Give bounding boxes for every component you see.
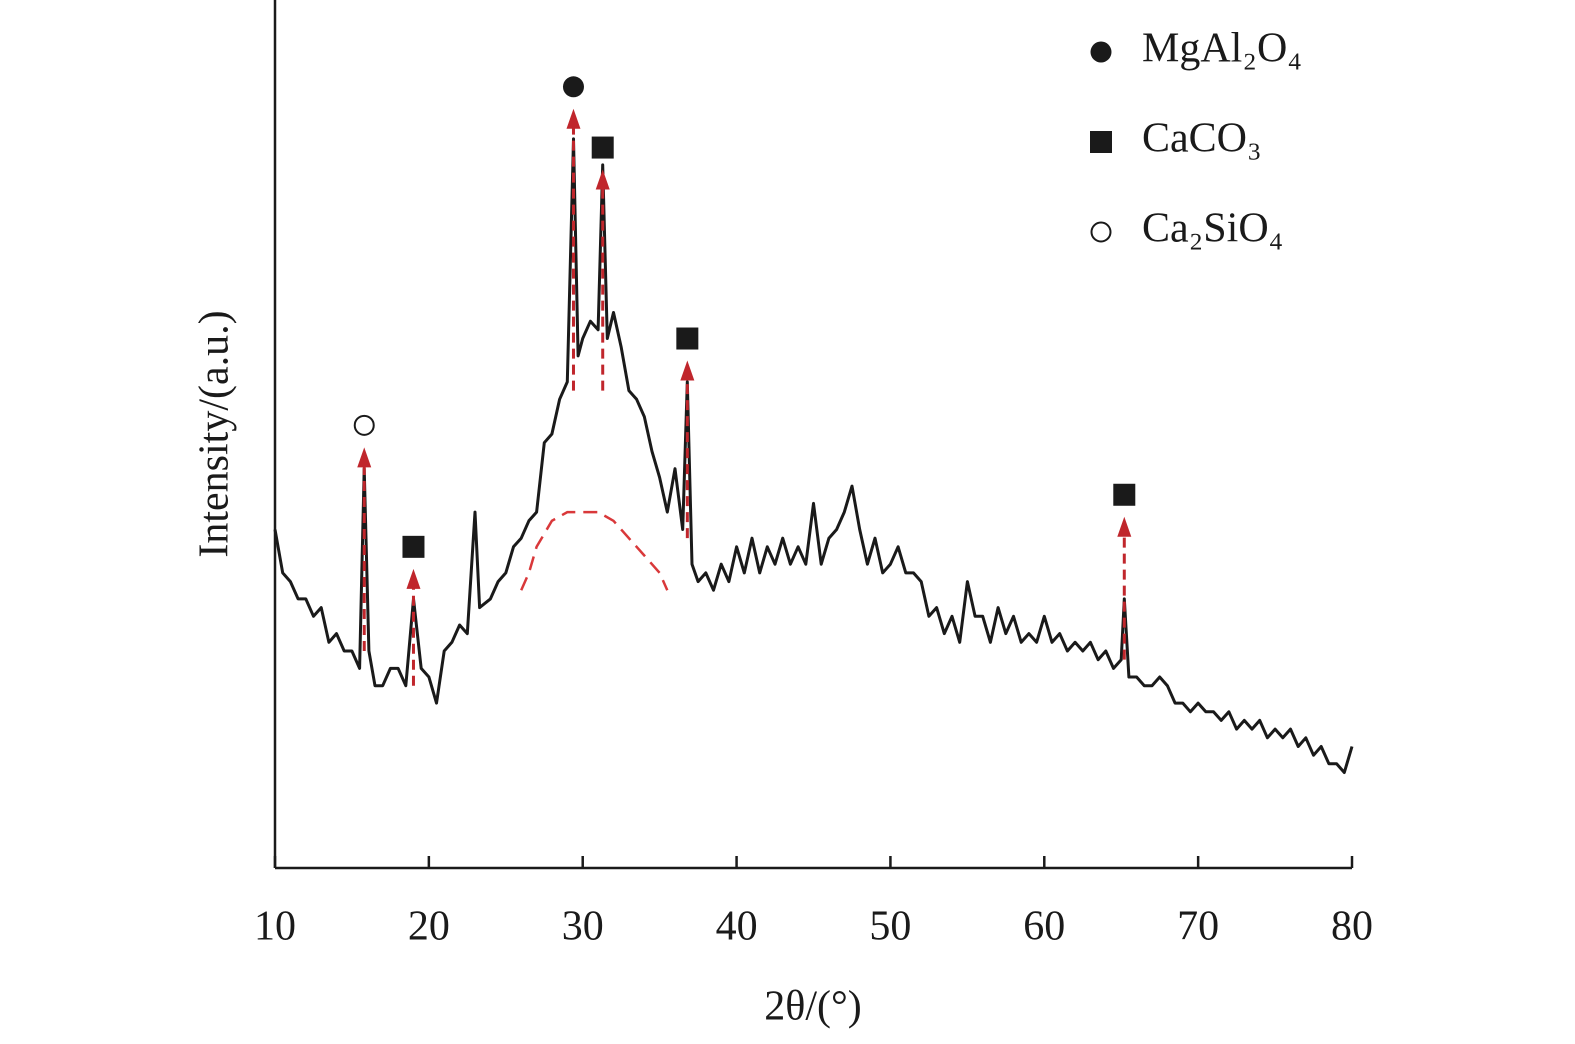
peak-arrow-head [406, 568, 421, 589]
x-tick-label: 30 [562, 904, 604, 950]
peak-marker [353, 414, 375, 436]
y-axis-label: Intensity/(a.u.) [192, 310, 238, 557]
peak-marker [402, 535, 425, 558]
legend-label: MgAl₂O₄ [1142, 26, 1302, 72]
peak-marker [676, 327, 699, 350]
peak-arrow-head [357, 447, 372, 468]
x-axis-label: 2θ/(°) [764, 984, 862, 1030]
peak-arrow-head [1117, 516, 1132, 537]
xrd-line [273, 137, 1354, 774]
amorphous-hump [520, 510, 669, 591]
peak-marker [1113, 483, 1136, 506]
legend-marker [1090, 221, 1112, 243]
peak-marker [562, 76, 584, 98]
peak-arrow-head [595, 169, 610, 190]
x-tick-label: 20 [408, 904, 450, 950]
legend-label: CaCO₃ [1142, 116, 1262, 162]
legend-marker [1090, 131, 1112, 153]
x-tick-label: 60 [1023, 904, 1065, 950]
x-tick-label: 10 [254, 904, 296, 950]
peak-arrow-head [680, 360, 695, 381]
x-tick-label: 70 [1177, 904, 1219, 950]
peak-arrow-head [566, 108, 581, 129]
peak-marker [591, 136, 614, 159]
x-tick-label: 40 [716, 904, 758, 950]
legend-marker [1090, 41, 1112, 63]
legend-label: Ca₂SiO₄ [1142, 206, 1283, 252]
x-tick-label: 50 [869, 904, 911, 950]
x-tick-label: 80 [1331, 904, 1373, 950]
